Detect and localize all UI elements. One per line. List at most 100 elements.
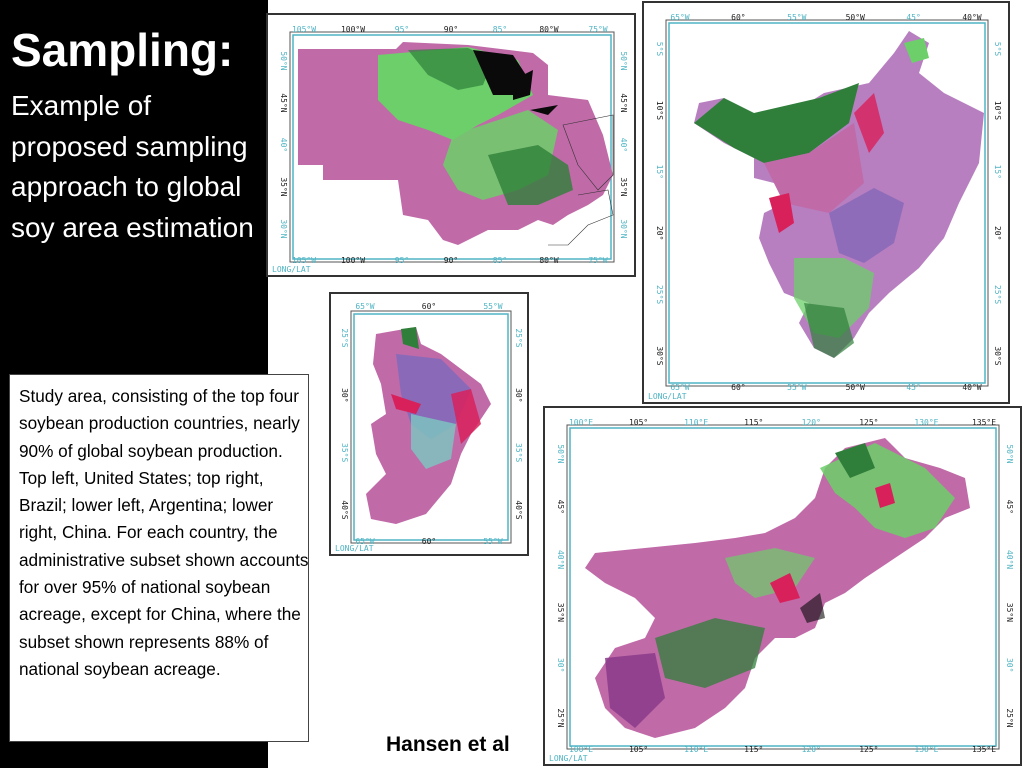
brazil-bottom-tick-label: 40°W (962, 383, 981, 392)
china-top-tick-label: 130°E (914, 418, 938, 427)
brazil-left-tick-label: 30°S (655, 346, 664, 365)
brazil-right-tick-label: 15° (993, 165, 1002, 179)
china-top-tick-label: 120° (802, 418, 821, 427)
argentina-top-tick-label: 60° (422, 302, 436, 311)
brazil-left-tick-label: 20° (655, 226, 664, 240)
china-top-tick-label: 110°E (684, 418, 708, 427)
usa-left-tick-label: 45°N (279, 93, 288, 112)
brazil-right-tick-label: 20° (993, 226, 1002, 240)
usa-bottom-tick-label: 75°W (588, 256, 607, 265)
usa-top-tick-label: 95° (395, 25, 409, 34)
china-left-tick-label: 40°N (556, 550, 565, 569)
china-bottom-tick-label: 105° (629, 745, 648, 754)
china-top-tick-label: 105° (629, 418, 648, 427)
china-right-tick-label: 25°N (1005, 708, 1014, 727)
argentina-bottom-tick-label: 65°W (355, 537, 374, 546)
brazil-land (694, 31, 984, 358)
usa-top-tick-label: 105°W (292, 25, 316, 34)
brazil-left-tick-label: 10°S (655, 101, 664, 120)
china-right-tick-label: 45° (1005, 500, 1014, 514)
china-top-tick-label: 100°E (569, 418, 593, 427)
slide-title: Sampling: (11, 24, 234, 76)
usa-bottom-tick-label: 105°W (292, 256, 316, 265)
argentina-right-tick-label: 40°S (514, 500, 523, 519)
usa-top-tick-label: 85° (493, 25, 507, 34)
usa-bottom-tick-label: 90° (444, 256, 458, 265)
china-top-tick-label: 135°E (972, 418, 996, 427)
usa-right-tick-label: 40° (619, 138, 628, 152)
brazil-right-tick-label: 30°S (993, 346, 1002, 365)
usa-top-tick-label: 80°W (539, 25, 558, 34)
usa-left-tick-label: 35°N (279, 177, 288, 196)
usa-projection-label: LONG/LAT (272, 265, 311, 274)
brazil-bottom-tick-label: 50°W (846, 383, 865, 392)
brazil-top-tick-label: 65°W (670, 13, 689, 22)
us-land (298, 42, 614, 246)
brazil-top-tick-label: 40°W (962, 13, 981, 22)
map-brazil-svg: 65°W 60° 55°W 50°W 45° 40°W 65°W 60° 55°W 50°W 45°… (648, 13, 1002, 401)
china-bottom-tick-label: 115° (744, 745, 763, 754)
brazil-bottom-tick-label: 55°W (787, 383, 806, 392)
china-projection-label: LONG/LAT (549, 754, 588, 763)
china-right-tick-label: 40°N (1005, 550, 1014, 569)
slide-subtitle: Example of proposed sampling approach to… (11, 90, 254, 243)
china-bottom-tick-label: 120° (802, 745, 821, 754)
brazil-bottom-tick-label: 45° (906, 383, 920, 392)
usa-top-tick-label: 90° (444, 25, 458, 34)
china-bottom-tick-label: 110°E (684, 745, 708, 754)
credit-text: Hansen et al (386, 733, 510, 756)
usa-top-tick-label: 75°W (588, 25, 607, 34)
china-right-tick-label: 30° (1005, 658, 1014, 672)
argentina-left-tick-label: 40°S (340, 500, 349, 519)
china-left-tick-label: 50°N (556, 444, 565, 463)
argentina-top-tick-label: 55°W (483, 302, 502, 311)
brazil-bottom-tick-label: 65°W (670, 383, 689, 392)
china-bottom-tick-label: 135°E (972, 745, 996, 754)
argentina-land (366, 327, 491, 524)
china-right-tick-label: 35°N (1005, 603, 1014, 622)
map-china: 100°E 105° 110°E 115° 120° 125° 130°E 135°E 100°… (543, 406, 1022, 766)
brazil-top-tick-label: 60° (731, 13, 745, 22)
usa-bottom-tick-label: 100°W (341, 256, 365, 265)
china-left-tick-label: 45° (556, 500, 565, 514)
argentina-bottom-tick-label: 60° (422, 537, 436, 546)
china-bottom-tick-label: 125° (859, 745, 878, 754)
brazil-right-tick-label: 10°S (993, 101, 1002, 120)
brazil-left-tick-label: 5°S (655, 42, 664, 57)
map-brazil: 65°W 60° 55°W 50°W 45° 40°W 65°W 60° 55°W 50°W 45°… (642, 1, 1010, 404)
caption-text: Study area, consisting of the top four s… (19, 386, 309, 679)
caption-box: Study area, consisting of the top four s… (9, 374, 309, 742)
argentina-bottom-tick-label: 55°W (483, 537, 502, 546)
argentina-projection-label: LONG/LAT (335, 544, 374, 553)
brazil-top-tick-label: 55°W (787, 13, 806, 22)
china-left-tick-label: 30° (556, 658, 565, 672)
china-top-tick-label: 125° (859, 418, 878, 427)
brazil-right-tick-label: 25°S (993, 285, 1002, 304)
map-china-svg: 100°E 105° 110°E 115° 120° 125° 130°E 135°E 100°… (549, 418, 1014, 763)
argentina-left-tick-label: 25°S (340, 328, 349, 347)
china-right-tick-label: 50°N (1005, 444, 1014, 463)
brazil-top-tick-label: 50°W (846, 13, 865, 22)
usa-bottom-tick-label: 85° (493, 256, 507, 265)
china-land (585, 438, 970, 738)
usa-right-tick-label: 35°N (619, 177, 628, 196)
brazil-right-tick-label: 5°S (993, 42, 1002, 57)
argentina-right-tick-label: 35°S (514, 443, 523, 462)
usa-left-tick-label: 30°N (279, 219, 288, 238)
map-argentina: 65°W 60° 55°W 65°W 60° 55°W 25°S 30° 35°S 40°S 25°… (329, 292, 529, 556)
brazil-left-tick-label: 15° (655, 165, 664, 179)
china-left-tick-label: 25°N (556, 708, 565, 727)
brazil-left-tick-label: 25°S (655, 285, 664, 304)
usa-bottom-tick-label: 80°W (539, 256, 558, 265)
china-top-tick-label: 115° (744, 418, 763, 427)
argentina-right-tick-label: 25°S (514, 328, 523, 347)
usa-left-tick-label: 40° (279, 138, 288, 152)
china-bottom-tick-label: 100°E (569, 745, 593, 754)
usa-right-tick-label: 30°N (619, 219, 628, 238)
china-left-tick-label: 35°N (556, 603, 565, 622)
argentina-left-tick-label: 30° (340, 388, 349, 402)
map-argentina-svg: 65°W 60° 55°W 65°W 60° 55°W 25°S 30° 35°S 40°S 25°… (335, 302, 523, 553)
usa-left-tick-label: 50°N (279, 51, 288, 70)
usa-right-tick-label: 45°N (619, 93, 628, 112)
usa-right-tick-label: 50°N (619, 51, 628, 70)
